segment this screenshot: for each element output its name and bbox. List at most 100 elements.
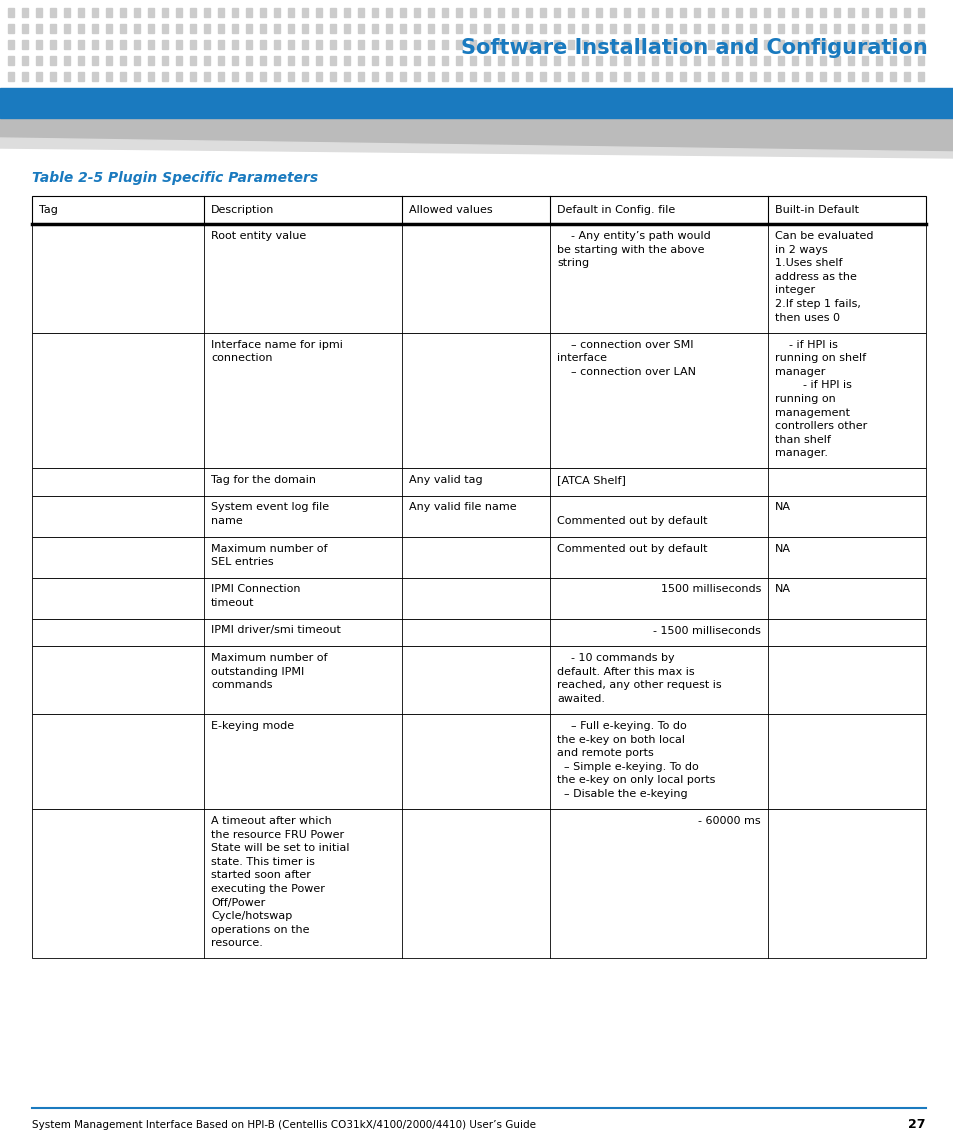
Text: Root entity value: Root entity value xyxy=(211,231,306,240)
FancyBboxPatch shape xyxy=(414,40,419,49)
Text: NA: NA xyxy=(774,584,790,594)
FancyBboxPatch shape xyxy=(889,56,895,65)
Bar xyxy=(32,618,925,646)
FancyBboxPatch shape xyxy=(36,56,42,65)
FancyBboxPatch shape xyxy=(497,8,503,17)
FancyBboxPatch shape xyxy=(106,40,112,49)
FancyBboxPatch shape xyxy=(91,72,98,81)
FancyBboxPatch shape xyxy=(581,72,587,81)
FancyBboxPatch shape xyxy=(763,8,769,17)
FancyBboxPatch shape xyxy=(218,72,224,81)
FancyBboxPatch shape xyxy=(833,40,840,49)
FancyBboxPatch shape xyxy=(749,40,755,49)
FancyBboxPatch shape xyxy=(428,56,434,65)
FancyBboxPatch shape xyxy=(50,24,56,33)
FancyBboxPatch shape xyxy=(847,8,853,17)
FancyBboxPatch shape xyxy=(651,8,658,17)
FancyBboxPatch shape xyxy=(596,8,601,17)
FancyBboxPatch shape xyxy=(539,72,545,81)
FancyBboxPatch shape xyxy=(456,24,461,33)
FancyBboxPatch shape xyxy=(554,72,559,81)
Bar xyxy=(0,88,953,118)
Text: A timeout after which
the resource FRU Power
State will be set to initial
state.: A timeout after which the resource FRU P… xyxy=(211,816,349,948)
Text: – Full e-keying. To do
the e-key on both local
and remote ports
  – Simple e-key: – Full e-keying. To do the e-key on both… xyxy=(557,721,715,799)
FancyBboxPatch shape xyxy=(820,40,825,49)
FancyBboxPatch shape xyxy=(805,24,811,33)
FancyBboxPatch shape xyxy=(274,40,280,49)
FancyBboxPatch shape xyxy=(260,72,266,81)
FancyBboxPatch shape xyxy=(525,72,532,81)
FancyBboxPatch shape xyxy=(791,56,797,65)
FancyBboxPatch shape xyxy=(512,8,517,17)
FancyBboxPatch shape xyxy=(889,40,895,49)
FancyBboxPatch shape xyxy=(483,72,490,81)
FancyBboxPatch shape xyxy=(763,24,769,33)
FancyBboxPatch shape xyxy=(567,40,574,49)
FancyBboxPatch shape xyxy=(833,56,840,65)
FancyBboxPatch shape xyxy=(889,8,895,17)
FancyBboxPatch shape xyxy=(623,8,629,17)
Bar xyxy=(32,714,925,810)
FancyBboxPatch shape xyxy=(735,40,741,49)
FancyBboxPatch shape xyxy=(791,8,797,17)
FancyBboxPatch shape xyxy=(847,24,853,33)
FancyBboxPatch shape xyxy=(820,24,825,33)
FancyBboxPatch shape xyxy=(148,72,153,81)
FancyBboxPatch shape xyxy=(805,40,811,49)
FancyBboxPatch shape xyxy=(204,40,210,49)
FancyBboxPatch shape xyxy=(903,8,909,17)
FancyBboxPatch shape xyxy=(638,40,643,49)
FancyBboxPatch shape xyxy=(344,40,350,49)
Text: IPMI Connection
timeout: IPMI Connection timeout xyxy=(211,584,300,608)
Text: - if HPI is
running on shelf
manager
        - if HPI is
running on
management
c: - if HPI is running on shelf manager - i… xyxy=(774,340,866,458)
FancyBboxPatch shape xyxy=(64,56,70,65)
FancyBboxPatch shape xyxy=(665,56,671,65)
FancyBboxPatch shape xyxy=(372,56,377,65)
FancyBboxPatch shape xyxy=(78,40,84,49)
FancyBboxPatch shape xyxy=(512,56,517,65)
FancyBboxPatch shape xyxy=(246,56,252,65)
FancyBboxPatch shape xyxy=(693,56,700,65)
FancyBboxPatch shape xyxy=(581,24,587,33)
FancyBboxPatch shape xyxy=(8,72,14,81)
FancyBboxPatch shape xyxy=(917,72,923,81)
FancyBboxPatch shape xyxy=(707,8,713,17)
FancyBboxPatch shape xyxy=(539,40,545,49)
FancyBboxPatch shape xyxy=(8,24,14,33)
FancyBboxPatch shape xyxy=(665,40,671,49)
FancyBboxPatch shape xyxy=(288,40,294,49)
FancyBboxPatch shape xyxy=(428,40,434,49)
Text: System Management Interface Based on HPI-B (Centellis CO31kX/4100/2000/4410) Use: System Management Interface Based on HPI… xyxy=(32,1120,536,1130)
FancyBboxPatch shape xyxy=(288,8,294,17)
FancyBboxPatch shape xyxy=(441,56,448,65)
Text: Interface name for ipmi
connection: Interface name for ipmi connection xyxy=(211,340,342,363)
FancyBboxPatch shape xyxy=(218,40,224,49)
FancyBboxPatch shape xyxy=(428,8,434,17)
Text: – connection over SMI
interface
    – connection over LAN: – connection over SMI interface – connec… xyxy=(557,340,696,377)
FancyBboxPatch shape xyxy=(554,40,559,49)
FancyBboxPatch shape xyxy=(917,24,923,33)
FancyBboxPatch shape xyxy=(22,24,28,33)
FancyBboxPatch shape xyxy=(414,24,419,33)
FancyBboxPatch shape xyxy=(917,56,923,65)
FancyBboxPatch shape xyxy=(315,24,322,33)
FancyBboxPatch shape xyxy=(91,56,98,65)
FancyBboxPatch shape xyxy=(679,56,685,65)
FancyBboxPatch shape xyxy=(162,24,168,33)
FancyBboxPatch shape xyxy=(441,40,448,49)
FancyBboxPatch shape xyxy=(805,72,811,81)
Polygon shape xyxy=(0,139,953,158)
FancyBboxPatch shape xyxy=(91,24,98,33)
FancyBboxPatch shape xyxy=(889,72,895,81)
FancyBboxPatch shape xyxy=(232,8,237,17)
FancyBboxPatch shape xyxy=(330,72,335,81)
FancyBboxPatch shape xyxy=(372,24,377,33)
FancyBboxPatch shape xyxy=(274,56,280,65)
FancyBboxPatch shape xyxy=(862,56,867,65)
FancyBboxPatch shape xyxy=(386,8,392,17)
FancyBboxPatch shape xyxy=(665,24,671,33)
FancyBboxPatch shape xyxy=(638,8,643,17)
FancyBboxPatch shape xyxy=(651,24,658,33)
FancyBboxPatch shape xyxy=(791,72,797,81)
FancyBboxPatch shape xyxy=(721,56,727,65)
